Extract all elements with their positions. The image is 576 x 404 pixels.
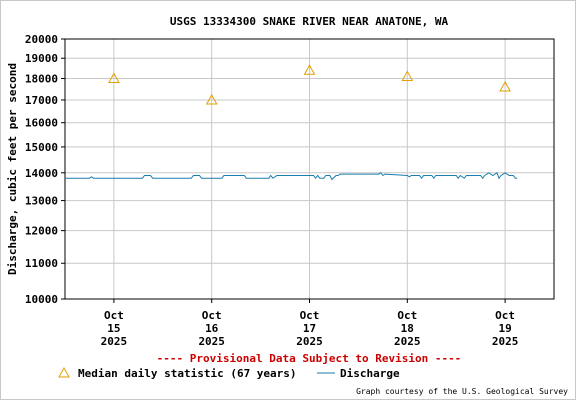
median-triangle-marker [499,80,511,92]
legend-discharge-label: Discharge [340,367,400,380]
discharge-line [65,172,518,181]
x-tick-label: 15 [107,322,120,335]
x-tick-label: 18 [401,322,414,335]
x-tick-label: Oct [104,309,124,322]
y-axis-label: Discharge, cubic feet per second [6,63,19,275]
y-tick-label: 19000 [25,52,58,65]
x-tick-label: Oct [202,309,222,322]
x-tick-label: Oct [300,309,320,322]
legend-median-label: Median daily statistic (67 years) [78,367,297,380]
x-tick-label: 2025 [101,335,128,348]
x-tick-label: 2025 [394,335,421,348]
y-tick-label: 14000 [25,167,58,180]
y-axis: 10000 11000 12000 13000 14000 15000 16000 17000… [25,33,65,306]
median-triangle-marker [205,93,218,105]
y-tick-label: 17000 [25,94,58,107]
y-tick-label: 16000 [25,117,58,130]
median-series [108,64,511,105]
y-tick-label: 20000 [25,33,58,46]
x-axis: Oct152025Oct162025Oct172025Oct182025Oct1… [101,299,519,348]
x-tick-label: 17 [303,322,316,335]
y-tick-label: 15000 [25,141,58,154]
grid-lines [65,38,554,300]
x-tick-label: 2025 [296,335,323,348]
y-tick-label: 12000 [25,225,58,238]
usgs-credit: Graph courtesy of the U.S. Geological Su… [356,387,568,396]
x-tick-label: 16 [205,322,219,335]
y-tick-label: 11000 [25,257,58,270]
y-tick-label: 13000 [25,195,58,208]
x-tick-label: 2025 [198,335,225,348]
legend: Median daily statistic (67 years) Discha… [58,366,400,380]
discharge-series [65,172,518,181]
y-tick-label: 18000 [25,73,58,86]
median-triangle-marker [303,64,316,75]
y-tick-label: 10000 [25,293,58,306]
x-tick-label: 19 [498,322,511,335]
chart-title: USGS 13334300 SNAKE RIVER NEAR ANATONE, … [170,15,449,28]
x-tick-label: Oct [397,309,417,322]
median-triangle-marker [108,72,120,84]
legend-median-triangle-icon [58,366,70,378]
median-triangle-marker [401,70,414,81]
x-tick-label: Oct [495,309,515,322]
provisional-banner: ---- Provisional Data Subject to Revisio… [157,352,462,365]
x-tick-label: 2025 [492,335,519,348]
